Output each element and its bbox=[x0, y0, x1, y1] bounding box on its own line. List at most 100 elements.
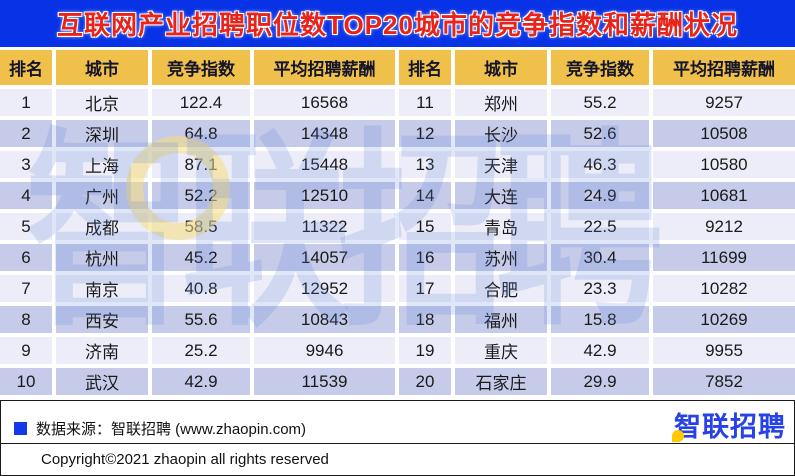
square-bullet-icon bbox=[14, 422, 27, 435]
cell-rank: 2 bbox=[0, 120, 52, 147]
cell-index: 52.2 bbox=[152, 182, 250, 209]
zhaopin-logo: 智联招聘 bbox=[672, 414, 786, 441]
cell-city: 济南 bbox=[56, 337, 148, 364]
cell-city: 上海 bbox=[56, 151, 148, 178]
cell-city: 苏州 bbox=[455, 244, 547, 271]
cell-salary: 11699 bbox=[653, 244, 795, 271]
cell-salary: 10282 bbox=[653, 275, 795, 302]
cell-index: 42.9 bbox=[152, 368, 250, 395]
cell-salary: 10508 bbox=[653, 120, 795, 147]
cell-index: 42.9 bbox=[551, 337, 649, 364]
cell-index: 45.2 bbox=[152, 244, 250, 271]
cell-index: 52.6 bbox=[551, 120, 649, 147]
cell-index: 22.5 bbox=[551, 213, 649, 240]
cell-rank: 6 bbox=[0, 244, 52, 271]
cell-city: 武汉 bbox=[56, 368, 148, 395]
cell-salary: 7852 bbox=[653, 368, 795, 395]
cell-city: 广州 bbox=[56, 182, 148, 209]
cell-rank: 10 bbox=[0, 368, 52, 395]
cell-rank: 11 bbox=[399, 89, 451, 116]
column-header: 排名 bbox=[399, 50, 451, 85]
cell-salary: 12952 bbox=[254, 275, 395, 302]
cell-city: 天津 bbox=[455, 151, 547, 178]
location-pin-icon bbox=[674, 432, 682, 440]
cell-salary: 10843 bbox=[254, 306, 395, 333]
cell-index: 46.3 bbox=[551, 151, 649, 178]
cell-city: 合肥 bbox=[455, 275, 547, 302]
cell-salary: 9257 bbox=[653, 89, 795, 116]
cell-salary: 9946 bbox=[254, 337, 395, 364]
cell-index: 25.2 bbox=[152, 337, 250, 364]
cell-salary: 10269 bbox=[653, 306, 795, 333]
cell-city: 青岛 bbox=[455, 213, 547, 240]
column-header: 平均招聘薪酬 bbox=[653, 50, 795, 85]
cell-city: 杭州 bbox=[56, 244, 148, 271]
cell-city: 重庆 bbox=[455, 337, 547, 364]
cell-rank: 15 bbox=[399, 213, 451, 240]
cell-index: 15.8 bbox=[551, 306, 649, 333]
data-source-text: 数据来源：智联招聘 (www.zhaopin.com) bbox=[36, 421, 307, 438]
cell-city: 西安 bbox=[56, 306, 148, 333]
cell-rank: 17 bbox=[399, 275, 451, 302]
cell-rank: 1 bbox=[0, 89, 52, 116]
cell-salary: 9955 bbox=[653, 337, 795, 364]
column-header: 排名 bbox=[0, 50, 52, 85]
column-header: 竞争指数 bbox=[551, 50, 649, 85]
column-header: 竞争指数 bbox=[152, 50, 250, 85]
page-title: 互联网产业招聘职位数TOP20城市的竞争指数和薪酬状况 bbox=[57, 10, 738, 40]
cell-city: 成都 bbox=[56, 213, 148, 240]
cell-rank: 18 bbox=[399, 306, 451, 333]
cell-city: 郑州 bbox=[455, 89, 547, 116]
cell-city: 北京 bbox=[56, 89, 148, 116]
cell-salary: 14057 bbox=[254, 244, 395, 271]
footer-copyright-row: Copyright©2021 zhaopin all rights reserv… bbox=[1, 443, 794, 475]
cell-rank: 13 bbox=[399, 151, 451, 178]
cell-salary: 14348 bbox=[254, 120, 395, 147]
table-grid: 排名 城市 竞争指数 平均招聘薪酬 排名 城市 竞争指数 平均招聘薪酬 1 北京 122.4 1656… bbox=[0, 50, 795, 395]
cell-rank: 20 bbox=[399, 368, 451, 395]
cell-index: 87.1 bbox=[152, 151, 250, 178]
cell-city: 福州 bbox=[455, 306, 547, 333]
cell-salary: 15448 bbox=[254, 151, 395, 178]
cell-index: 29.9 bbox=[551, 368, 649, 395]
cell-rank: 12 bbox=[399, 120, 451, 147]
cell-city: 长沙 bbox=[455, 120, 547, 147]
cell-index: 30.4 bbox=[551, 244, 649, 271]
cell-index: 40.8 bbox=[152, 275, 250, 302]
cell-city: 深圳 bbox=[56, 120, 148, 147]
cell-index: 58.5 bbox=[152, 213, 250, 240]
cell-rank: 3 bbox=[0, 151, 52, 178]
zhaopin-logo-text: 智联招聘 bbox=[674, 412, 786, 442]
cell-index: 64.8 bbox=[152, 120, 250, 147]
data-source: 数据来源：智联招聘 (www.zhaopin.com) bbox=[14, 418, 306, 441]
column-header: 平均招聘薪酬 bbox=[254, 50, 395, 85]
cell-salary: 10580 bbox=[653, 151, 795, 178]
ranking-table: 排名 城市 竞争指数 平均招聘薪酬 排名 城市 竞争指数 平均招聘薪酬 1 北京 122.4 1656… bbox=[0, 50, 795, 395]
cell-index: 23.3 bbox=[551, 275, 649, 302]
cell-index: 55.2 bbox=[551, 89, 649, 116]
cell-salary: 10681 bbox=[653, 182, 795, 209]
cell-salary: 9212 bbox=[653, 213, 795, 240]
title-banner: 互联网产业招聘职位数TOP20城市的竞争指数和薪酬状况 bbox=[0, 0, 795, 47]
cell-city: 大连 bbox=[455, 182, 547, 209]
cell-rank: 16 bbox=[399, 244, 451, 271]
cell-salary: 11322 bbox=[254, 213, 395, 240]
cell-city: 石家庄 bbox=[455, 368, 547, 395]
cell-index: 122.4 bbox=[152, 89, 250, 116]
cell-salary: 16568 bbox=[254, 89, 395, 116]
cell-rank: 19 bbox=[399, 337, 451, 364]
cell-rank: 9 bbox=[0, 337, 52, 364]
cell-rank: 4 bbox=[0, 182, 52, 209]
cell-rank: 5 bbox=[0, 213, 52, 240]
cell-index: 24.9 bbox=[551, 182, 649, 209]
cell-index: 55.6 bbox=[152, 306, 250, 333]
footer-source-row: 数据来源：智联招聘 (www.zhaopin.com) 智联招聘 bbox=[1, 401, 794, 443]
cell-rank: 7 bbox=[0, 275, 52, 302]
copyright-text: Copyright©2021 zhaopin all rights reserv… bbox=[41, 451, 329, 468]
cell-rank: 8 bbox=[0, 306, 52, 333]
cell-rank: 14 bbox=[399, 182, 451, 209]
column-header: 城市 bbox=[455, 50, 547, 85]
footer: 数据来源：智联招聘 (www.zhaopin.com) 智联招聘 Copyrig… bbox=[0, 400, 795, 476]
column-header: 城市 bbox=[56, 50, 148, 85]
cell-city: 南京 bbox=[56, 275, 148, 302]
